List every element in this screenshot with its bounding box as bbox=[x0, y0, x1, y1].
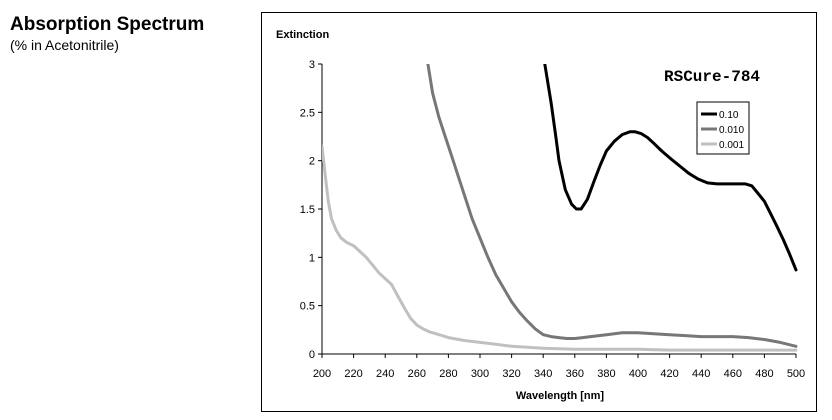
legend-label-1: 0.10 bbox=[719, 110, 739, 121]
legend-label-2: 0.010 bbox=[719, 125, 744, 136]
x-tick-label: 380 bbox=[597, 368, 615, 380]
chart-subtitle: (% in Acetonitrile) bbox=[10, 37, 119, 53]
x-tick-label: 240 bbox=[376, 368, 394, 380]
product-label: RSCure-784 bbox=[664, 68, 760, 86]
series-line-1 bbox=[543, 64, 798, 272]
x-tick-label: 260 bbox=[408, 368, 426, 380]
x-axis-label: Wavelength [nm] bbox=[516, 390, 605, 402]
y-tick-label: 0 bbox=[309, 349, 315, 361]
x-tick-label: 400 bbox=[629, 368, 647, 380]
chart-series bbox=[322, 64, 798, 352]
chart-legend: 0.10 0.010 0.001 bbox=[696, 101, 750, 155]
x-tick-label: 200 bbox=[313, 368, 331, 380]
chart-heading: Absorption Spectrum (% in Acetonitrile) bbox=[10, 14, 204, 54]
x-tick-label: 440 bbox=[692, 368, 710, 380]
y-tick-label: 2.5 bbox=[300, 107, 315, 119]
y-tick-label: 0.5 bbox=[300, 301, 315, 313]
y-tick-label: 3 bbox=[309, 59, 315, 71]
x-tick-label: 460 bbox=[724, 368, 742, 380]
y-tick-label: 1.5 bbox=[300, 204, 315, 216]
x-tick-label: 300 bbox=[471, 368, 489, 380]
x-tick-label: 280 bbox=[439, 368, 457, 380]
x-tick-label: 480 bbox=[755, 368, 773, 380]
chart-ticks: 200 220 240 260 280 300 320 340 360 380 400 420 440 4… bbox=[300, 59, 805, 380]
chart-frame bbox=[261, 12, 817, 412]
x-tick-label: 340 bbox=[534, 368, 552, 380]
x-tick-label: 420 bbox=[660, 368, 678, 380]
y-tick-label: 1 bbox=[309, 252, 315, 264]
chart-title: Absorption Spectrum bbox=[10, 14, 205, 35]
series-line-2 bbox=[426, 64, 798, 348]
x-tick-label: 320 bbox=[502, 368, 520, 380]
y-axis-label: Extinction bbox=[276, 29, 329, 41]
series-line-3 bbox=[322, 144, 798, 352]
legend-label-3: 0.001 bbox=[719, 140, 744, 151]
x-tick-label: 220 bbox=[344, 368, 362, 380]
x-tick-label: 360 bbox=[566, 368, 584, 380]
y-tick-label: 2 bbox=[309, 156, 315, 168]
x-tick-label: 500 bbox=[787, 368, 805, 380]
